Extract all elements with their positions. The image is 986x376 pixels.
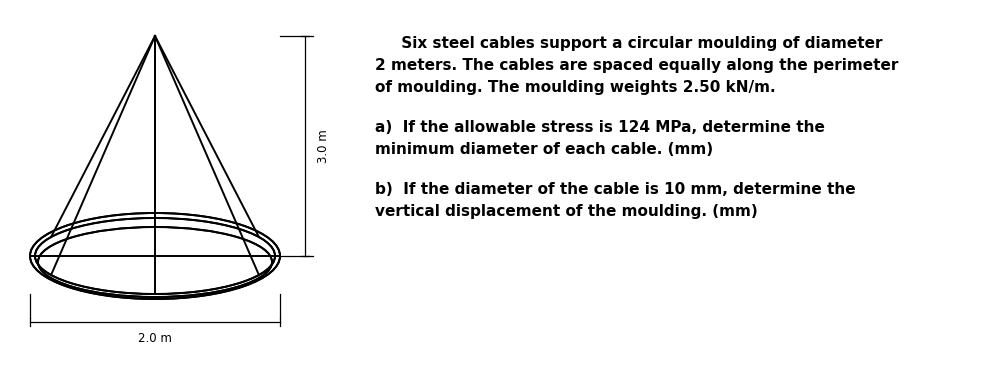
Text: minimum diameter of each cable. (mm): minimum diameter of each cable. (mm) [375,142,713,157]
Text: Six steel cables support a circular moulding of diameter: Six steel cables support a circular moul… [375,36,881,51]
Text: b)  If the diameter of the cable is 10 mm, determine the: b) If the diameter of the cable is 10 mm… [375,182,855,197]
Text: a)  If the allowable stress is 124 MPa, determine the: a) If the allowable stress is 124 MPa, d… [375,120,824,135]
Text: 3.0 m: 3.0 m [317,129,329,163]
Text: 2.0 m: 2.0 m [138,332,172,345]
Text: vertical displacement of the moulding. (mm): vertical displacement of the moulding. (… [375,204,757,219]
Text: of moulding. The moulding weights 2.50 kN/m.: of moulding. The moulding weights 2.50 k… [375,80,775,95]
Text: 2 meters. The cables are spaced equally along the perimeter: 2 meters. The cables are spaced equally … [375,58,897,73]
